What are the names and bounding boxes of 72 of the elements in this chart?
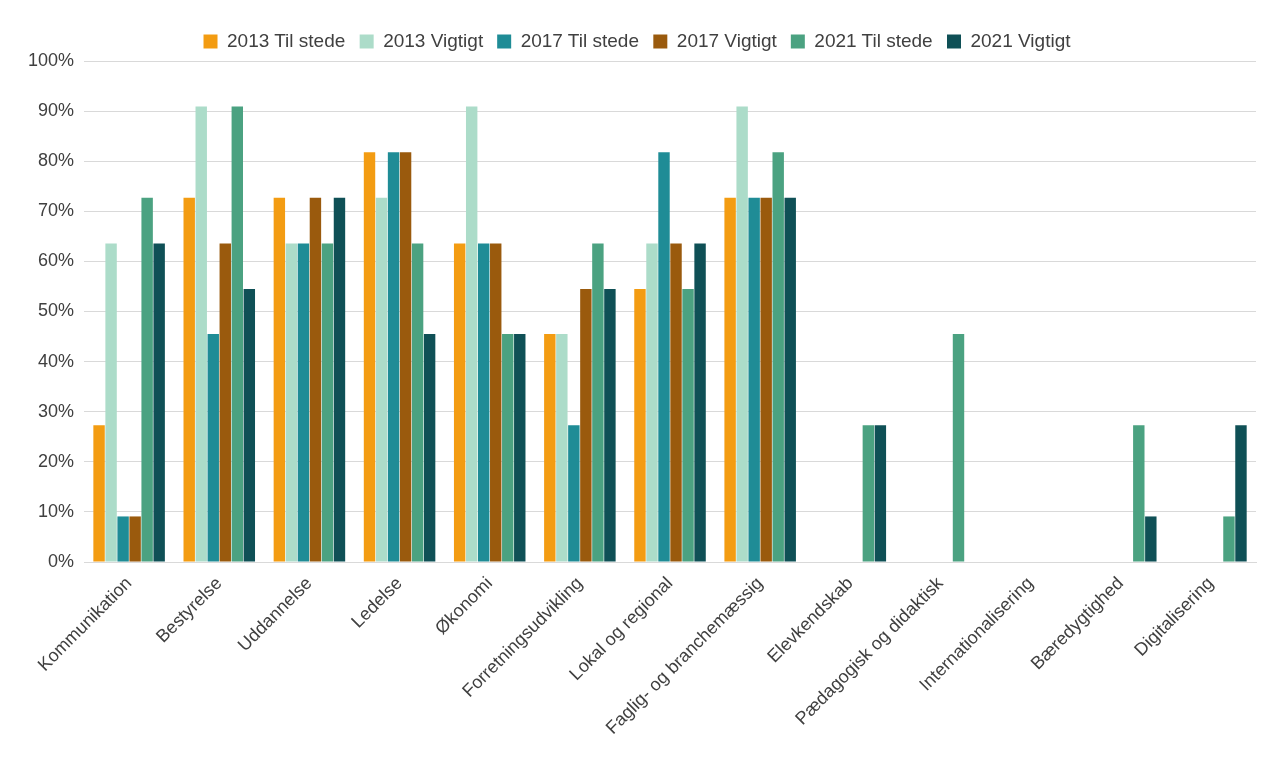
bar — [544, 334, 556, 562]
y-tick-label: 40% — [38, 350, 75, 371]
bar — [478, 243, 490, 562]
bar — [1235, 425, 1247, 562]
bar — [309, 197, 322, 562]
bar — [243, 288, 256, 562]
bar — [333, 197, 346, 562]
bar — [634, 288, 646, 562]
bar — [556, 334, 568, 562]
bar — [724, 197, 736, 562]
bar — [195, 106, 207, 562]
bar — [183, 197, 195, 562]
bar — [465, 106, 478, 562]
bar — [1223, 516, 1235, 562]
bar — [670, 243, 682, 562]
bar — [874, 425, 887, 562]
y-tick-label: 0% — [48, 551, 75, 572]
legend-label: 2013 Til stede — [227, 29, 346, 51]
bar — [682, 288, 694, 562]
bar — [411, 243, 424, 562]
bar — [784, 197, 796, 562]
bar — [568, 425, 580, 562]
bar — [207, 334, 219, 562]
bar — [375, 197, 388, 562]
bar — [105, 243, 117, 562]
bar — [490, 243, 502, 562]
legend-label: 2017 Til stede — [520, 29, 639, 51]
bar — [285, 243, 298, 562]
bar — [117, 516, 129, 562]
legend-label: 2017 Vigtigt — [676, 29, 778, 51]
y-tick-label: 70% — [38, 200, 75, 221]
bar — [1133, 425, 1145, 562]
bar — [694, 243, 706, 562]
bar — [502, 334, 514, 562]
bar — [141, 197, 153, 562]
legend-label: 2013 Vigtigt — [383, 29, 484, 51]
bar — [363, 152, 376, 562]
y-tick-label: 30% — [38, 400, 75, 421]
bar — [736, 106, 748, 562]
bar — [423, 334, 436, 562]
bar — [321, 243, 334, 562]
bar — [772, 152, 784, 562]
bar — [273, 197, 286, 562]
bar — [93, 425, 105, 562]
bar — [219, 243, 231, 562]
bar — [862, 425, 875, 562]
bar — [604, 288, 616, 562]
y-tick-label: 80% — [38, 150, 75, 171]
bar — [399, 152, 412, 562]
bar — [646, 243, 658, 562]
bar — [952, 334, 965, 562]
bar — [153, 243, 165, 562]
y-tick-label: 60% — [38, 250, 75, 271]
bar — [453, 243, 466, 562]
legend-label: 2021 Til stede — [814, 29, 933, 51]
bar — [129, 516, 141, 562]
y-tick-label: 50% — [38, 300, 75, 321]
bar — [580, 288, 592, 562]
bar — [748, 197, 760, 562]
y-tick-label: 90% — [38, 100, 75, 121]
y-tick-label: 10% — [38, 500, 75, 521]
y-tick-label: 100% — [27, 49, 75, 70]
legend-label: 2021 Vigtigt — [970, 29, 1072, 51]
bar — [297, 243, 310, 562]
bar — [387, 152, 400, 562]
bar — [658, 152, 670, 562]
bar — [592, 243, 604, 562]
bar — [1145, 516, 1157, 562]
y-tick-label: 20% — [38, 450, 75, 471]
bar — [231, 106, 243, 562]
bar — [514, 334, 526, 562]
bar — [760, 197, 772, 562]
